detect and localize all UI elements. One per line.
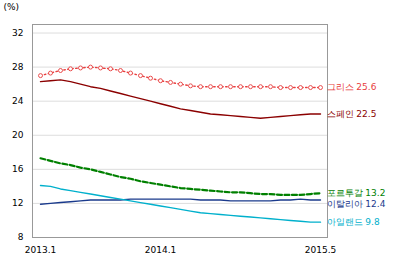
- svg-text:(%): (%): [4, 2, 20, 12]
- svg-text:16: 16: [12, 164, 24, 174]
- svg-text:포르투갈 13.2: 포르투갈 13.2: [327, 188, 386, 198]
- svg-text:12: 12: [12, 198, 23, 208]
- svg-text:24: 24: [12, 96, 24, 106]
- svg-text:스페인 22.5: 스페인 22.5: [327, 109, 377, 119]
- svg-text:20: 20: [12, 130, 24, 140]
- svg-text:그리스 25.6: 그리스 25.6: [327, 82, 377, 92]
- svg-text:28: 28: [12, 62, 24, 72]
- svg-text:이탈리아 12.4: 이탈리아 12.4: [327, 199, 386, 209]
- svg-text:2013.1: 2013.1: [25, 245, 57, 255]
- svg-text:2015.5: 2015.5: [305, 245, 337, 255]
- svg-text:2014.1: 2014.1: [145, 245, 177, 255]
- svg-text:8: 8: [18, 232, 24, 242]
- svg-text:아일랜드 9.8: 아일랜드 9.8: [327, 217, 380, 227]
- svg-text:32: 32: [12, 28, 23, 38]
